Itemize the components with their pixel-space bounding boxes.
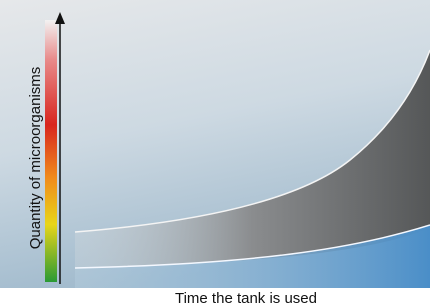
x-axis-label: Time the tank is used [175,290,317,307]
y-axis-label: Quantity of microorganisms [27,67,44,250]
page: Quantity of microorganisms Time the tank… [0,0,430,308]
illustration: Quantity of microorganisms Time the tank… [0,0,430,308]
color-scale [45,20,57,282]
